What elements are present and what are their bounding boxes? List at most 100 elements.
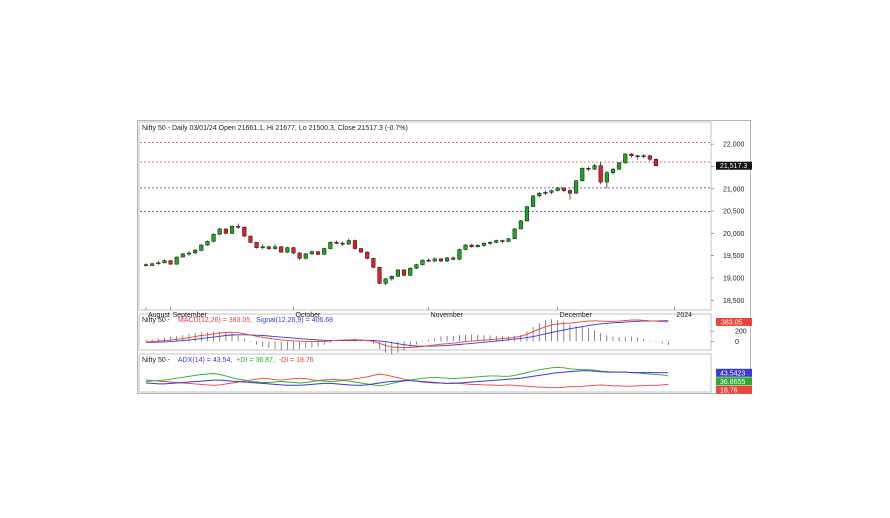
candle [266,245,271,250]
candle [334,240,339,245]
candle-up [445,257,450,262]
candle [561,187,566,193]
candle-up [285,247,290,253]
candle [555,186,560,192]
candle [328,241,333,250]
candle [303,253,308,260]
month-label: December [560,312,593,319]
candle [223,228,228,235]
candle [383,278,388,286]
candle [592,163,597,171]
candle-up [389,275,394,280]
candle-down [500,240,505,242]
candle [322,247,327,255]
candle [604,170,609,189]
candle [457,248,462,261]
candle-up [156,262,161,265]
plus-di-value-badge [716,377,752,386]
candle [143,263,149,267]
candle-up [481,242,487,246]
candle [168,260,173,265]
minus-di-line [145,373,669,389]
last-close-label: 21,517.3 [720,163,747,170]
adx-title-prefix: Nifty 50 - [142,357,171,364]
candle [641,153,646,159]
macd-line [145,319,669,349]
candle [653,158,659,167]
candle-up [610,168,616,173]
candle-up [420,259,425,265]
candle-up [549,190,554,193]
minus-di-value-label: 18.76 [720,387,738,394]
candle [162,259,167,264]
candle-down [377,267,382,284]
candle-down [291,247,296,254]
candle-down [315,251,321,255]
candle [346,238,351,245]
candle [567,188,573,200]
candle-up [174,256,179,265]
macd-panel-border [138,313,712,351]
candle-down [352,240,357,249]
candle-up [150,263,155,266]
last-close-badge [716,161,752,170]
candle [315,251,321,256]
candle [285,246,290,254]
adx-legend-1: +DI = 36.87, [236,357,275,364]
candle-up [205,241,210,246]
candle [217,228,222,236]
candle-up [229,225,235,234]
candle-up [186,252,192,255]
candle-up [414,264,419,269]
candle [432,257,437,262]
candle [420,259,425,266]
candle [389,275,394,281]
candle-down [629,153,634,157]
candle [211,233,216,243]
candle-up [260,246,265,249]
candle-down [248,235,253,243]
candle [586,166,591,171]
candle-up [623,153,628,164]
candle-down [469,244,474,248]
candle [610,168,616,175]
candle [242,226,247,237]
candle [254,241,259,249]
adx-value-badge [716,368,752,377]
candle [512,228,517,240]
candle [451,256,456,261]
candle [463,244,468,251]
candle [635,154,640,160]
candle [475,244,480,248]
candle-up [408,267,413,276]
candle-up [199,244,204,251]
candle [352,239,357,250]
adx-line [145,370,669,386]
candle [414,263,419,270]
candle-down [426,259,431,262]
candle-up [531,195,536,207]
candle [426,258,431,262]
adx-legend-0: ADX(14) = 43.54, [178,357,232,364]
candle [174,256,179,265]
candle [445,257,450,262]
candle [623,153,628,164]
candle [549,189,554,195]
candle-up [328,242,333,249]
candle-down [236,225,241,228]
candle-up [574,180,579,194]
candle [580,167,585,182]
candle-up [309,251,314,255]
candle [500,239,505,244]
candle-up [346,240,351,245]
candle-down [561,187,566,191]
macd-value-label: 383.05 [721,319,743,326]
candle [236,223,241,229]
candle [469,244,474,248]
candle [524,205,530,222]
y-tick-label: 20,500 [723,209,745,216]
plus-di-value-label: 36.8655 [720,379,745,386]
candle-down [340,242,345,245]
candle-down [586,167,591,170]
candle-up [457,249,462,260]
